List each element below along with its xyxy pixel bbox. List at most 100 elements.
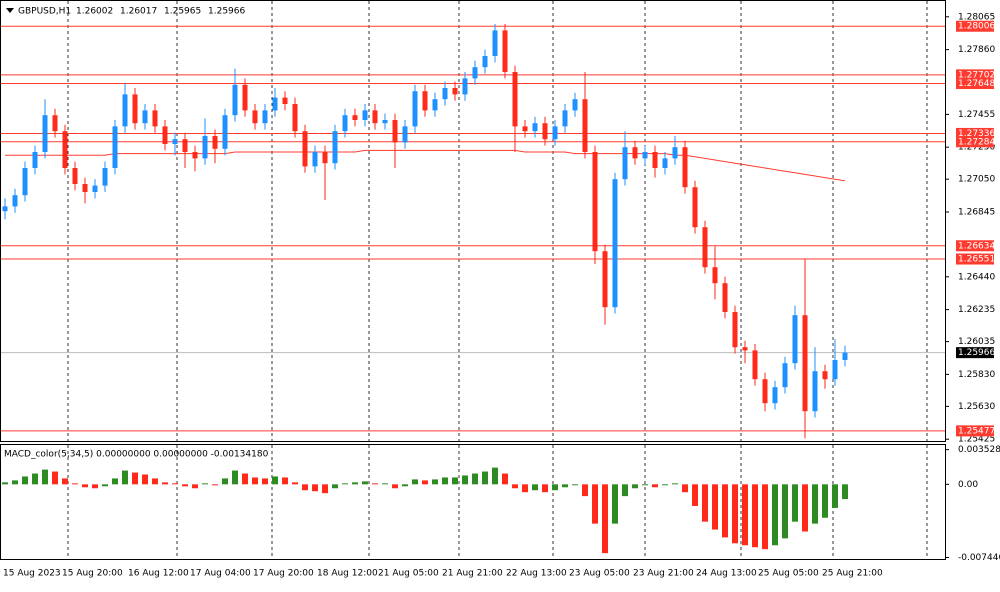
macd-bar — [52, 471, 58, 485]
candle-body — [742, 347, 748, 351]
level-label: 1.25477 — [958, 426, 995, 436]
candle-body — [672, 147, 678, 159]
macd-bar — [352, 482, 358, 485]
moving-average — [5, 149, 846, 182]
candle-body — [162, 126, 168, 144]
header-value: 1.25965 — [164, 7, 201, 17]
candle-body — [422, 91, 428, 111]
candle-body — [642, 152, 648, 159]
candle-body — [382, 120, 388, 124]
y-tick-label: 1.27050 — [958, 175, 995, 185]
macd-bar — [562, 484, 568, 488]
macd-bar — [62, 478, 68, 485]
macd-bar — [292, 482, 298, 485]
candle-body — [612, 179, 618, 308]
macd-bar — [552, 484, 558, 491]
candle-body — [232, 84, 238, 116]
candle-body — [732, 312, 738, 348]
candle-body — [552, 126, 558, 140]
y-tick-label: 1.26440 — [958, 272, 995, 282]
macd-bar — [842, 484, 848, 500]
macd-bar — [802, 484, 808, 532]
candle-body — [462, 78, 468, 95]
candle-body — [432, 99, 438, 111]
macd-bar — [72, 483, 78, 485]
level-label: 1.27284 — [958, 137, 995, 147]
candle-body — [82, 184, 88, 192]
level-label-box — [956, 425, 994, 437]
macd-bar — [462, 475, 468, 485]
candle-body — [212, 136, 218, 149]
candle-body — [622, 147, 628, 180]
macd-bar — [282, 477, 288, 485]
candle-body — [202, 136, 208, 159]
candle-body — [42, 115, 48, 152]
macd-bar — [192, 484, 198, 489]
candle-body — [772, 387, 778, 404]
price-pane — [0, 0, 946, 442]
macd-bar — [752, 484, 758, 548]
macd-bar — [792, 484, 798, 522]
macd-bar — [392, 484, 398, 489]
x-tick-label: 17 Aug 04:00 — [190, 569, 251, 579]
macd-bar — [782, 484, 788, 539]
x-tick-label: 25 Aug 21:00 — [822, 569, 883, 579]
macd-bar — [442, 477, 448, 485]
macd-bar — [712, 484, 718, 530]
macd-bar — [502, 473, 508, 485]
macd-bar — [682, 484, 688, 493]
macd-bar — [472, 473, 478, 485]
candle-body — [542, 123, 548, 140]
candle-body — [822, 371, 828, 380]
candle-body — [362, 110, 368, 120]
candle-body — [342, 115, 348, 132]
macd-bar — [212, 484, 218, 486]
candle-body — [722, 283, 728, 312]
macd-bar — [492, 467, 498, 485]
candle-body — [812, 371, 818, 412]
x-tick-label: 23 Aug 05:00 — [569, 569, 630, 579]
macd-bar — [122, 470, 128, 485]
candle-body — [32, 152, 38, 168]
candle-body — [122, 94, 128, 127]
y-tick-label: 1.28065 — [958, 12, 995, 22]
candle-body — [632, 147, 638, 159]
header-value: 1.25966 — [208, 7, 245, 17]
candle-body — [502, 30, 508, 72]
candle-body — [402, 126, 408, 143]
candle-body — [72, 168, 78, 184]
macd-bar — [532, 484, 538, 491]
macd-bar — [722, 484, 728, 538]
macd-bar — [202, 483, 208, 485]
candle-body — [222, 115, 228, 149]
macd-bar — [332, 484, 338, 489]
y-tick-label: 0.00 — [958, 480, 978, 490]
macd-bar — [772, 484, 778, 546]
candle-body — [332, 131, 338, 164]
macd-bar — [262, 478, 268, 485]
macd-bar — [512, 484, 518, 489]
candle-body — [192, 152, 198, 159]
macd-bar — [582, 484, 588, 497]
macd-bar — [162, 482, 168, 485]
macd-bar — [272, 476, 278, 485]
macd-bar — [422, 480, 428, 485]
x-tick-label: 21 Aug 21:00 — [442, 569, 503, 579]
candle-body — [842, 352, 848, 360]
level-label: 1.27336 — [958, 129, 995, 139]
y-tick-label: 1.26235 — [958, 305, 995, 315]
candle-body — [602, 251, 608, 308]
macd-bar — [602, 484, 608, 554]
macd-bar — [612, 484, 618, 524]
candle-body — [832, 360, 838, 380]
level-label-box — [956, 127, 994, 139]
macd-bar — [672, 483, 678, 485]
candle-body — [152, 110, 158, 127]
candle-body — [482, 56, 488, 68]
candle-body — [752, 350, 758, 380]
menu-arrow — [6, 8, 14, 13]
macd-pane — [0, 444, 946, 560]
candle-body — [802, 315, 808, 412]
header-value: 1.26017 — [120, 7, 157, 17]
y-tick-label: 1.27250 — [958, 143, 995, 153]
